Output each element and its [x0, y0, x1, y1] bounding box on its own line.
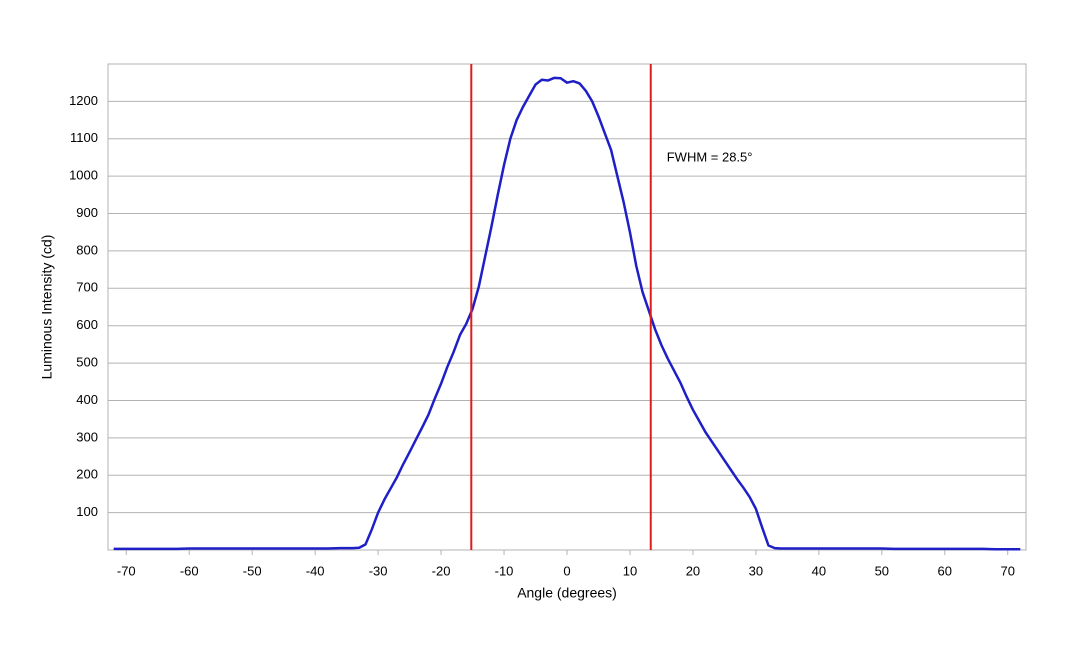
y-tick-label: 100 — [76, 504, 98, 519]
y-tick-label: 600 — [76, 317, 98, 332]
y-tick-label: 1000 — [69, 168, 98, 183]
x-tick-label: -10 — [495, 563, 514, 578]
x-tick-label: -20 — [432, 563, 451, 578]
x-tick-label: 70 — [1001, 563, 1015, 578]
x-tick-label: -40 — [306, 563, 325, 578]
x-tick-label: -50 — [243, 563, 262, 578]
x-tick-label: 30 — [749, 563, 763, 578]
y-tick-label: 500 — [76, 355, 98, 370]
x-axis-title: Angle (degrees) — [517, 585, 617, 601]
x-tick-label: 10 — [623, 563, 637, 578]
x-tick-label: 20 — [686, 563, 700, 578]
y-tick-label: 1200 — [69, 93, 98, 108]
x-tick-label: 40 — [812, 563, 826, 578]
x-tick-label: -70 — [117, 563, 136, 578]
y-tick-label: 900 — [76, 205, 98, 220]
y-tick-label: 200 — [76, 467, 98, 482]
x-tick-label: 50 — [875, 563, 889, 578]
y-tick-label: 400 — [76, 392, 98, 407]
data-line — [113, 76, 1021, 551]
x-tick-label: 60 — [938, 563, 952, 578]
y-tick-label: 700 — [76, 280, 98, 295]
y-tick-label: 1100 — [70, 130, 98, 145]
y-tick-label: 800 — [76, 242, 98, 257]
y-tick-label: 300 — [76, 429, 98, 444]
x-tick-label: -30 — [369, 563, 388, 578]
annotation: FWHM = 28.5° — [667, 149, 753, 164]
y-axis-title: Luminous Intensity (cd) — [39, 235, 55, 380]
x-tick-label: -60 — [180, 563, 199, 578]
x-tick-label: 0 — [563, 563, 570, 578]
